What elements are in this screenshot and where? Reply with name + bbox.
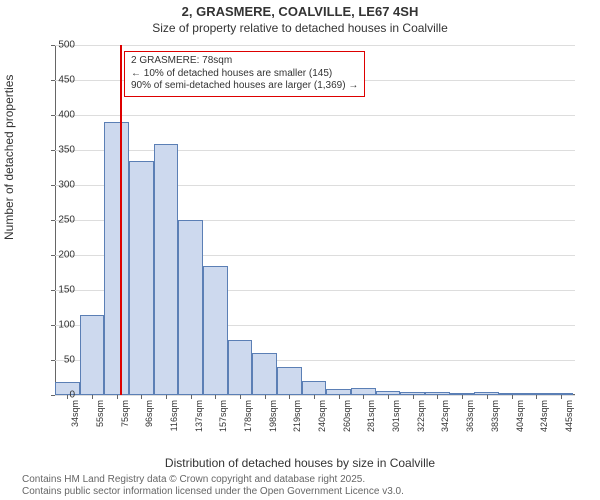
y-tick-label: 350 xyxy=(45,145,75,156)
x-tick-label: 404sqm xyxy=(515,400,525,432)
x-tick xyxy=(92,395,93,399)
annotation-box: 2 GRASMERE: 78sqm← 10% of detached house… xyxy=(124,51,365,97)
attribution-line1: Contains HM Land Registry data © Crown c… xyxy=(22,474,404,486)
x-tick-label: 424sqm xyxy=(539,400,549,432)
x-tick xyxy=(289,395,290,399)
x-tick-label: 137sqm xyxy=(194,400,204,432)
x-tick xyxy=(215,395,216,399)
x-tick xyxy=(314,395,315,399)
x-tick-label: 75sqm xyxy=(120,400,130,427)
x-tick xyxy=(536,395,537,399)
y-tick-label: 400 xyxy=(45,110,75,121)
y-axis-label: Number of detached properties xyxy=(2,75,16,240)
x-tick xyxy=(363,395,364,399)
x-tick-label: 55sqm xyxy=(95,400,105,427)
x-tick xyxy=(117,395,118,399)
y-tick-label: 50 xyxy=(45,355,75,366)
histogram-bar xyxy=(178,220,203,395)
histogram-bar xyxy=(129,161,154,396)
x-tick xyxy=(191,395,192,399)
x-tick xyxy=(437,395,438,399)
x-tick-label: 342sqm xyxy=(440,400,450,432)
chart-plot-area: 34sqm55sqm75sqm96sqm116sqm137sqm157sqm17… xyxy=(55,45,575,395)
x-tick xyxy=(388,395,389,399)
x-tick-label: 445sqm xyxy=(564,400,574,432)
attribution-line2: Contains public sector information licen… xyxy=(22,486,404,498)
histogram-bar xyxy=(104,122,129,395)
chart-title-line2: Size of property relative to detached ho… xyxy=(0,21,600,35)
histogram-bar xyxy=(351,388,376,395)
histogram-bar xyxy=(80,315,105,396)
annotation-heading: 2 GRASMERE: 78sqm xyxy=(131,55,358,68)
x-tick-label: 240sqm xyxy=(317,400,327,432)
x-tick-label: 281sqm xyxy=(366,400,376,432)
histogram-bar xyxy=(277,367,302,395)
x-tick xyxy=(141,395,142,399)
x-axis-label: Distribution of detached houses by size … xyxy=(0,456,600,470)
x-tick-label: 383sqm xyxy=(490,400,500,432)
property-marker-line xyxy=(120,45,122,395)
gridline xyxy=(55,115,575,116)
x-tick xyxy=(240,395,241,399)
x-tick xyxy=(487,395,488,399)
attribution-block: Contains HM Land Registry data © Crown c… xyxy=(22,474,404,498)
x-tick xyxy=(512,395,513,399)
x-tick xyxy=(462,395,463,399)
histogram-bar xyxy=(203,266,228,396)
x-tick-label: 260sqm xyxy=(342,400,352,432)
x-tick-label: 178sqm xyxy=(243,400,253,432)
x-tick-label: 198sqm xyxy=(268,400,278,432)
y-tick-label: 500 xyxy=(45,40,75,51)
x-tick-label: 301sqm xyxy=(391,400,401,432)
histogram-bar xyxy=(252,353,277,395)
y-tick-label: 300 xyxy=(45,180,75,191)
y-tick-label: 200 xyxy=(45,250,75,261)
x-tick-label: 363sqm xyxy=(465,400,475,432)
x-tick-label: 116sqm xyxy=(169,400,179,431)
x-tick-label: 96sqm xyxy=(144,400,154,427)
gridline xyxy=(55,45,575,46)
x-tick-label: 34sqm xyxy=(70,400,80,427)
chart-title-line1: 2, GRASMERE, COALVILLE, LE67 4SH xyxy=(0,4,600,19)
x-tick xyxy=(166,395,167,399)
y-tick-label: 250 xyxy=(45,215,75,226)
x-tick xyxy=(413,395,414,399)
x-tick-label: 219sqm xyxy=(292,400,302,432)
histogram-bar xyxy=(154,144,179,395)
x-tick xyxy=(265,395,266,399)
gridline xyxy=(55,150,575,151)
y-tick-label: 100 xyxy=(45,320,75,331)
histogram-bar xyxy=(228,340,253,395)
annotation-line1: ← 10% of detached houses are smaller (14… xyxy=(131,68,358,81)
annotation-line2: 90% of semi-detached houses are larger (… xyxy=(131,80,358,93)
y-tick-label: 150 xyxy=(45,285,75,296)
x-tick xyxy=(561,395,562,399)
x-tick-label: 322sqm xyxy=(416,400,426,432)
x-tick xyxy=(339,395,340,399)
x-tick-label: 157sqm xyxy=(218,400,228,432)
y-tick-label: 0 xyxy=(45,390,75,401)
y-tick-label: 450 xyxy=(45,75,75,86)
histogram-bar xyxy=(302,381,327,395)
